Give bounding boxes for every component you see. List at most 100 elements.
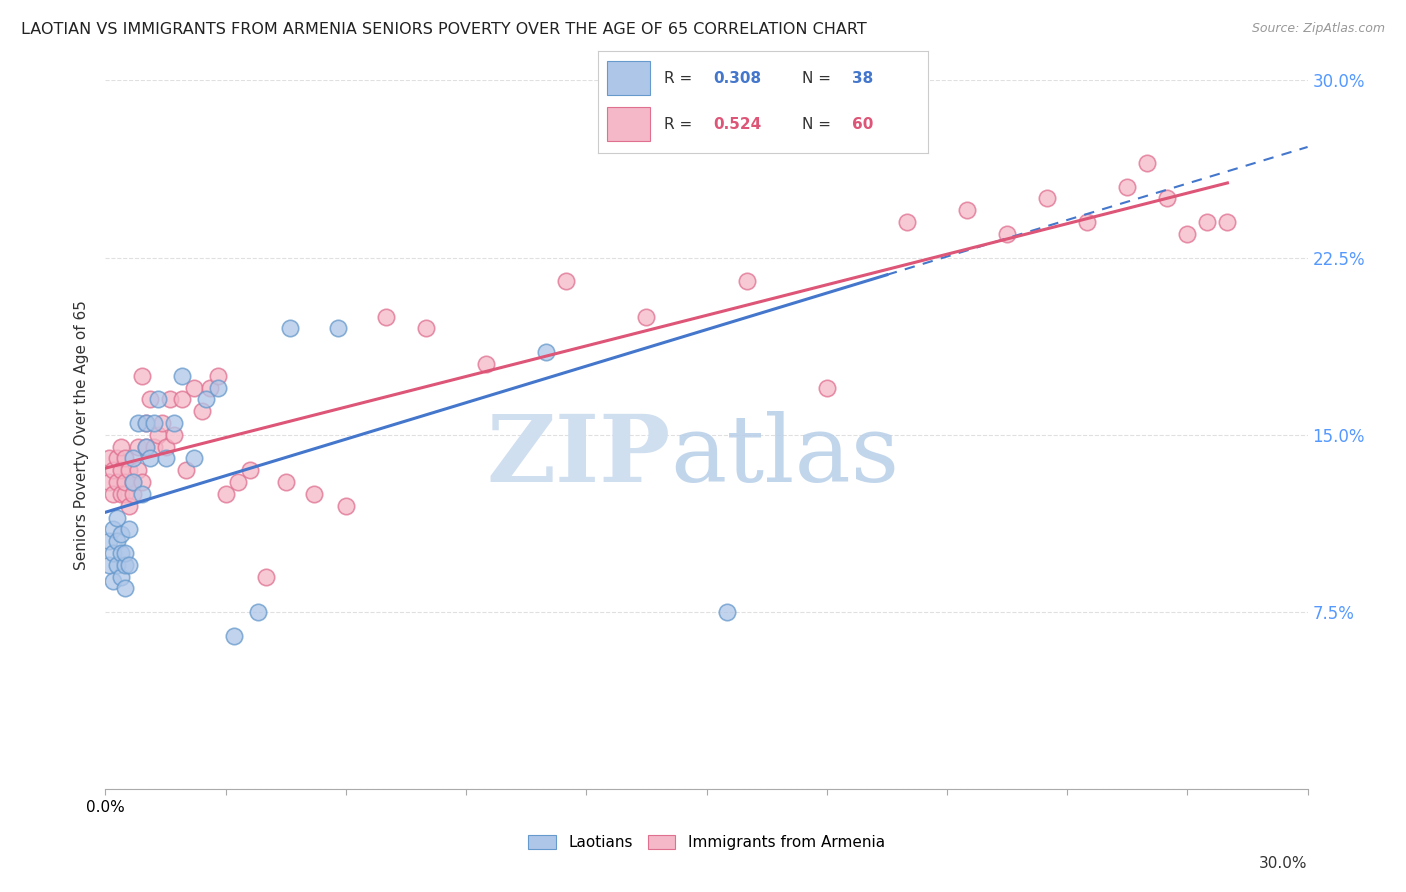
Point — [274, 475, 297, 489]
Point — [1216, 215, 1239, 229]
Point — [107, 475, 129, 489]
Point — [98, 558, 121, 572]
Point — [103, 546, 125, 560]
Point — [183, 380, 205, 394]
Y-axis label: Seniors Poverty Over the Age of 65: Seniors Poverty Over the Age of 65 — [75, 300, 90, 570]
Point — [131, 475, 153, 489]
Point — [302, 487, 325, 501]
Point — [131, 487, 153, 501]
Point — [114, 475, 136, 489]
Point — [183, 451, 205, 466]
Point — [995, 227, 1018, 241]
Point — [1076, 215, 1098, 229]
Point — [1197, 215, 1219, 229]
Text: atlas: atlas — [671, 411, 900, 501]
Point — [110, 570, 132, 584]
Point — [335, 499, 357, 513]
Point — [876, 120, 898, 135]
Point — [636, 310, 658, 324]
Point — [1116, 179, 1139, 194]
Point — [103, 523, 125, 537]
Point — [162, 428, 184, 442]
Text: 38: 38 — [852, 70, 873, 86]
Point — [162, 416, 184, 430]
Point — [415, 321, 437, 335]
Point — [118, 499, 141, 513]
Point — [122, 475, 145, 489]
Point — [475, 357, 498, 371]
Point — [174, 463, 197, 477]
Point — [534, 345, 557, 359]
Point — [118, 523, 141, 537]
Point — [103, 463, 125, 477]
Point — [135, 416, 157, 430]
Text: Source: ZipAtlas.com: Source: ZipAtlas.com — [1251, 22, 1385, 36]
Point — [110, 546, 132, 560]
Point — [896, 215, 918, 229]
Point — [135, 416, 157, 430]
Point — [222, 629, 245, 643]
Point — [815, 380, 838, 394]
Point — [155, 451, 177, 466]
Point — [1136, 156, 1159, 170]
Point — [555, 274, 578, 288]
Point — [198, 380, 221, 394]
Point — [114, 582, 136, 596]
Point — [226, 475, 249, 489]
Point — [142, 440, 165, 454]
Point — [146, 428, 169, 442]
Point — [98, 475, 121, 489]
Point — [278, 321, 301, 335]
Point — [142, 416, 165, 430]
Point — [135, 440, 157, 454]
Point — [138, 451, 160, 466]
Point — [131, 368, 153, 383]
Point — [127, 416, 149, 430]
Point — [110, 487, 132, 501]
Point — [254, 570, 277, 584]
Point — [374, 310, 398, 324]
Point — [135, 440, 157, 454]
Point — [735, 274, 758, 288]
Point — [146, 392, 169, 407]
Bar — [607, 62, 651, 95]
Text: 0.308: 0.308 — [713, 70, 761, 86]
Point — [118, 558, 141, 572]
Point — [103, 574, 125, 589]
Point — [138, 392, 160, 407]
Text: N =: N = — [803, 70, 837, 86]
Point — [956, 203, 979, 218]
Text: 30.0%: 30.0% — [1260, 855, 1308, 871]
Point — [150, 416, 173, 430]
Point — [207, 380, 229, 394]
Point — [122, 487, 145, 501]
Point — [194, 392, 217, 407]
Point — [110, 440, 132, 454]
Point — [114, 546, 136, 560]
Point — [239, 463, 262, 477]
Text: R =: R = — [664, 117, 697, 132]
Point — [214, 487, 236, 501]
Point — [1177, 227, 1199, 241]
Point — [122, 451, 145, 466]
Point — [207, 368, 229, 383]
Point — [114, 487, 136, 501]
Point — [107, 558, 129, 572]
Point — [107, 451, 129, 466]
Point — [107, 534, 129, 549]
Bar — [607, 107, 651, 141]
Text: N =: N = — [803, 117, 837, 132]
Point — [98, 534, 121, 549]
Point — [246, 605, 269, 619]
Point — [326, 321, 349, 335]
Text: ZIP: ZIP — [486, 411, 671, 501]
Point — [114, 451, 136, 466]
Point — [1156, 192, 1178, 206]
Point — [190, 404, 212, 418]
Point — [118, 463, 141, 477]
Text: 0.524: 0.524 — [713, 117, 762, 132]
Point — [155, 440, 177, 454]
Point — [170, 368, 193, 383]
Point — [716, 605, 738, 619]
Text: 60: 60 — [852, 117, 873, 132]
